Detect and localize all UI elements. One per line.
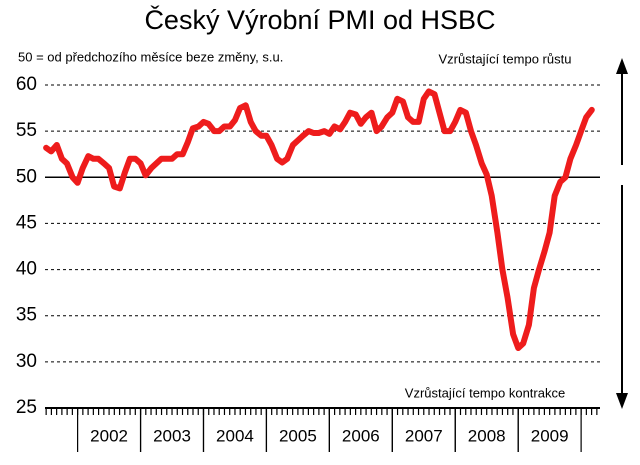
x-tick-label: 2007 (405, 426, 443, 445)
y-tick-label: 35 (16, 305, 37, 326)
y-tick-label: 50 (16, 166, 37, 187)
x-tick-label: 2004 (216, 426, 254, 445)
x-tick-label: 2008 (468, 426, 506, 445)
chart-subtitle: 50 = od předchozího měsíce beze změny, s… (18, 49, 283, 64)
y-tick-label: 40 (16, 259, 37, 280)
y-tick-label: 55 (16, 120, 37, 141)
annotation: Vzrůstající tempo růstu (439, 51, 572, 66)
arrows (616, 58, 628, 409)
annotation: Vzrůstající tempo kontrakce (405, 385, 565, 400)
x-tick-label: 2002 (90, 426, 128, 445)
pmi-line (43, 88, 595, 351)
x-tick-label: 2006 (342, 426, 380, 445)
x-tick-label: 2009 (531, 426, 569, 445)
chart-title: Český Výrobní PMI od HSBC (144, 4, 495, 35)
x-tick-label: 2003 (153, 426, 191, 445)
x-tick-label: 2005 (279, 426, 317, 445)
y-tick-label: 60 (16, 74, 37, 95)
y-tick-label: 30 (16, 351, 37, 372)
y-tick-label: 25 (16, 397, 37, 418)
y-tick-label: 45 (16, 212, 37, 233)
